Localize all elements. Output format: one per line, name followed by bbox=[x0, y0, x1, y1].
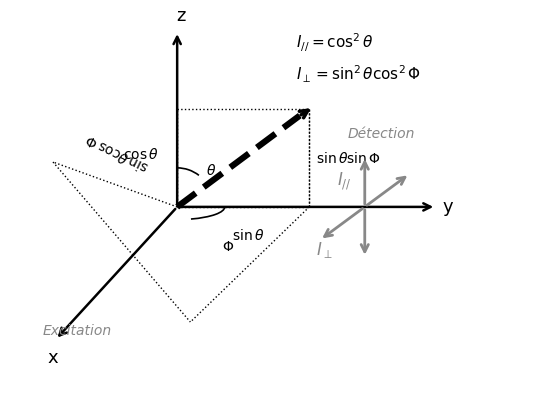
Text: Détection: Détection bbox=[348, 127, 415, 141]
Text: $\Phi$: $\Phi$ bbox=[222, 240, 234, 254]
Text: $I_{//}$: $I_{//}$ bbox=[337, 171, 351, 192]
Text: $\sin\theta$: $\sin\theta$ bbox=[232, 228, 265, 243]
Text: $I_{//} = \cos^2\theta$: $I_{//} = \cos^2\theta$ bbox=[296, 32, 373, 54]
Text: z: z bbox=[177, 8, 186, 25]
Text: $\sin\theta\cos\Phi$: $\sin\theta\cos\Phi$ bbox=[84, 131, 152, 175]
Text: $\cos\theta$: $\cos\theta$ bbox=[123, 147, 159, 162]
Text: $I_{\perp}$: $I_{\perp}$ bbox=[317, 240, 333, 260]
Text: y: y bbox=[443, 198, 453, 216]
Text: Excitation: Excitation bbox=[42, 324, 112, 338]
Text: $\sin\theta\sin\Phi$: $\sin\theta\sin\Phi$ bbox=[316, 150, 381, 166]
Text: x: x bbox=[48, 349, 58, 367]
Text: $I_{\perp} = \sin^2\theta\cos^2\Phi$: $I_{\perp} = \sin^2\theta\cos^2\Phi$ bbox=[296, 64, 421, 85]
Text: $\theta$: $\theta$ bbox=[206, 163, 216, 177]
